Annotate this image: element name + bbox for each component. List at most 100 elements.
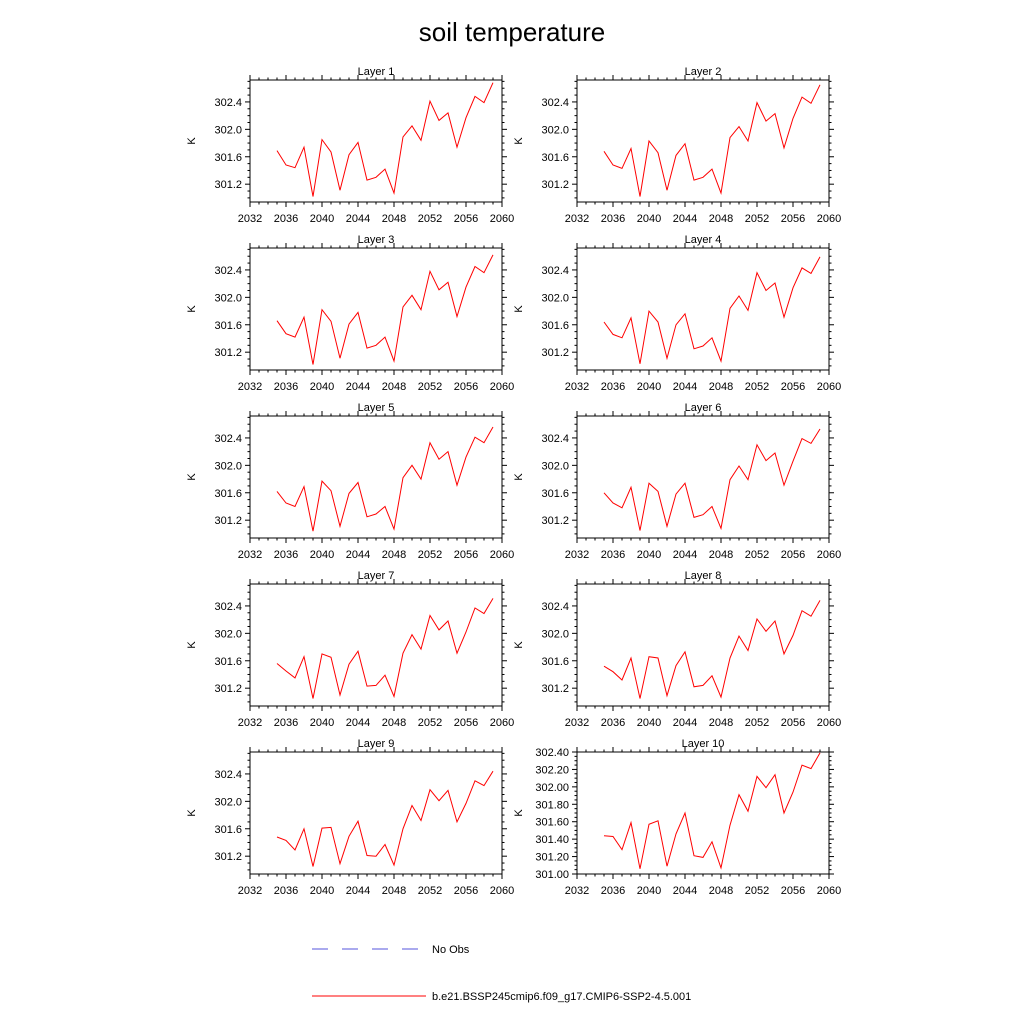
x-tick-label: 2060 (817, 717, 841, 729)
y-tick-label: 302.4 (541, 433, 569, 445)
x-tick-label: 2040 (637, 885, 661, 897)
x-tick-label: 2048 (382, 717, 406, 729)
x-tick-label: 2060 (490, 381, 514, 393)
x-tick-label: 2032 (565, 885, 589, 897)
y-tick-label: 301.2 (214, 683, 242, 695)
y-tick-label: 301.2 (541, 179, 569, 191)
x-tick-label: 2040 (310, 381, 334, 393)
x-tick-label: 2044 (673, 381, 697, 393)
y-axis-label: K (186, 473, 198, 481)
y-tick-label: 301.2 (214, 179, 242, 191)
x-tick-label: 2032 (238, 213, 262, 225)
series-line (276, 426, 494, 532)
x-tick-label: 2060 (817, 885, 841, 897)
x-tick-label: 2060 (817, 549, 841, 561)
y-axis-label: K (186, 809, 198, 817)
panel-6: Layer 6 K 2032 2036 2040 2044 2048 2052 2056 2060… (513, 402, 841, 561)
panel-8: Layer 8 K 2032 2036 2040 2044 2048 2052 2056 2060… (513, 570, 841, 729)
series-line (603, 600, 821, 699)
y-tick-label: 301.6 (214, 320, 242, 332)
y-tick-label: 302.4 (214, 97, 242, 109)
y-tick-label: 302.00 (535, 782, 569, 794)
panel-4: Layer 4 K 2032 2036 2040 2044 2048 2052 2056 2060… (513, 234, 841, 393)
x-tick-label: 2052 (418, 381, 442, 393)
x-tick-label: 2044 (346, 885, 370, 897)
y-tick-label: 301.20 (535, 852, 569, 864)
y-tick-label: 302.4 (541, 97, 569, 109)
plot-frame (249, 247, 503, 371)
figure-title: soil temperature (419, 17, 605, 47)
x-tick-label: 2040 (310, 549, 334, 561)
y-tick-label: 302.20 (535, 764, 569, 776)
panel-title: Layer 7 (358, 570, 395, 582)
series-line (603, 84, 821, 197)
series-line (603, 752, 821, 870)
series-line (276, 770, 494, 867)
x-tick-label: 2044 (673, 885, 697, 897)
x-tick-label: 2052 (418, 885, 442, 897)
x-tick-label: 2052 (745, 549, 769, 561)
x-tick-label: 2040 (637, 549, 661, 561)
x-tick-label: 2052 (745, 381, 769, 393)
panel-title: Layer 10 (682, 738, 725, 750)
panel-1: Layer 1 K 2032 2036 2040 2044 2048 2052 2056 2060… (186, 66, 514, 225)
y-tick-label: 301.40 (535, 834, 569, 846)
panel-2: Layer 2 K 2032 2036 2040 2044 2048 2052 2056 2060… (513, 66, 841, 225)
x-tick-label: 2036 (601, 885, 625, 897)
x-tick-label: 2048 (709, 885, 733, 897)
plot-frame (576, 583, 830, 707)
y-tick-label: 301.2 (214, 851, 242, 863)
panel-5: Layer 5 K 2032 2036 2040 2044 2048 2052 2056 2060… (186, 402, 514, 561)
x-tick-label: 2036 (274, 381, 298, 393)
x-tick-label: 2044 (673, 213, 697, 225)
x-tick-label: 2040 (637, 213, 661, 225)
y-tick-label: 302.4 (214, 265, 242, 277)
x-tick-label: 2056 (454, 717, 478, 729)
x-tick-label: 2056 (781, 549, 805, 561)
y-tick-label: 302.0 (541, 292, 569, 304)
x-tick-label: 2032 (565, 549, 589, 561)
panel-title: Layer 3 (358, 234, 395, 246)
y-tick-label: 301.6 (541, 320, 569, 332)
x-tick-label: 2056 (781, 213, 805, 225)
panel-title: Layer 2 (685, 66, 722, 78)
plot-frame (576, 79, 830, 203)
y-tick-label: 301.2 (541, 683, 569, 695)
y-tick-label: 302.4 (541, 601, 569, 613)
plot-frame (249, 79, 503, 203)
x-tick-label: 2060 (490, 213, 514, 225)
y-tick-label: 302.0 (541, 460, 569, 472)
plot-frame (576, 751, 830, 875)
x-tick-label: 2048 (709, 717, 733, 729)
y-axis-label: K (513, 473, 525, 481)
x-tick-label: 2032 (565, 717, 589, 729)
x-tick-label: 2036 (601, 717, 625, 729)
x-tick-label: 2040 (637, 381, 661, 393)
x-tick-label: 2056 (454, 213, 478, 225)
y-axis-label: K (513, 305, 525, 313)
x-tick-label: 2060 (817, 381, 841, 393)
x-tick-label: 2048 (709, 213, 733, 225)
x-tick-label: 2048 (709, 381, 733, 393)
x-tick-label: 2036 (601, 213, 625, 225)
x-tick-label: 2052 (418, 549, 442, 561)
plot-frame (249, 583, 503, 707)
series-line (276, 598, 494, 699)
panel-3: Layer 3 K 2032 2036 2040 2044 2048 2052 2056 2060… (186, 234, 514, 393)
x-tick-label: 2052 (418, 213, 442, 225)
y-axis-label: K (186, 137, 198, 145)
x-tick-label: 2036 (274, 213, 298, 225)
y-axis-label: K (513, 641, 525, 649)
x-tick-label: 2032 (238, 717, 262, 729)
panel-title: Layer 4 (685, 234, 722, 246)
x-tick-label: 2052 (418, 717, 442, 729)
x-tick-label: 2036 (274, 717, 298, 729)
y-axis-label: K (186, 305, 198, 313)
x-tick-label: 2056 (781, 381, 805, 393)
y-tick-label: 302.40 (535, 747, 569, 759)
y-tick-label: 301.00 (535, 869, 569, 881)
plot-frame (249, 415, 503, 539)
y-tick-label: 301.6 (541, 488, 569, 500)
x-tick-label: 2056 (454, 549, 478, 561)
x-tick-label: 2060 (490, 549, 514, 561)
